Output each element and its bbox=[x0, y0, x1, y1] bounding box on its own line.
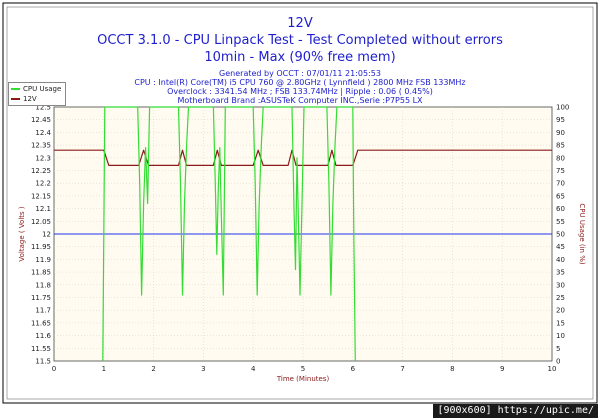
legend-swatch-cpu bbox=[11, 88, 20, 90]
info-motherboard: Motherboard Brand :ASUSTeK Computer INC.… bbox=[177, 96, 423, 105]
y-right-tick-label: 50 bbox=[556, 231, 565, 239]
y-left-tick-label: 11.55 bbox=[31, 345, 51, 353]
y-left-tick-label: 11.9 bbox=[35, 256, 51, 264]
x-tick-label: 10 bbox=[548, 365, 557, 373]
y-left-ticks: 11.5 11.55 11.6 11.65 11.7 11.75 11.8 11.85 11.9… bbox=[31, 104, 52, 366]
y-left-tick-label: 11.75 bbox=[31, 294, 51, 302]
y-right-tick-label: 70 bbox=[556, 180, 565, 188]
y-left-tick-label: 12.15 bbox=[31, 192, 51, 200]
legend-item-cpu-usage: CPU Usage bbox=[11, 84, 61, 94]
y-left-tick-label: 12 bbox=[42, 231, 51, 239]
y-right-tick-label: 60 bbox=[556, 205, 565, 213]
y-left-tick-label: 11.7 bbox=[35, 307, 51, 315]
y-left-tick-label: 11.65 bbox=[31, 319, 51, 327]
x-tick-label: 5 bbox=[301, 365, 305, 373]
y-right-tick-label: 15 bbox=[556, 319, 565, 327]
chart-title: 12V bbox=[287, 16, 313, 31]
x-tick-label: 3 bbox=[201, 365, 205, 373]
y-left-tick-label: 12.45 bbox=[31, 116, 51, 124]
y-right-tick-label: 0 bbox=[556, 358, 560, 366]
y-right-tick-label: 25 bbox=[556, 294, 565, 302]
x-axis-label: Time (Minutes) bbox=[276, 375, 330, 383]
y-right-tick-label: 85 bbox=[556, 142, 565, 150]
x-tick-label: 7 bbox=[400, 365, 404, 373]
x-tick-label: 0 bbox=[52, 365, 56, 373]
y-left-tick-label: 11.6 bbox=[35, 332, 51, 340]
y-right-ticks: 0 5 10 15 20 25 30 35 40 45 50 55 60 65 70 75 80 85 90 95 10… bbox=[556, 104, 569, 366]
y-right-tick-label: 75 bbox=[556, 167, 565, 175]
y-left-axis-label: Voltage ( Volts ) bbox=[18, 206, 26, 262]
y-left-tick-label: 12.3 bbox=[35, 154, 51, 162]
y-left-tick-label: 11.5 bbox=[35, 358, 51, 366]
x-tick-label: 8 bbox=[450, 365, 454, 373]
info-generated: Generated by OCCT : 07/01/11 21:05:53 bbox=[219, 69, 381, 78]
y-left-tick-label: 11.85 bbox=[31, 269, 51, 277]
y-left-tick-label: 12.25 bbox=[31, 167, 51, 175]
y-right-tick-label: 95 bbox=[556, 116, 565, 124]
series-line-cpu-usage bbox=[102, 106, 356, 362]
chart-subtitle-2: 10min - Max (90% free mem) bbox=[204, 50, 396, 65]
info-overclock: Overclock : 3341.54 MHz ; FSB 133.74MHz … bbox=[167, 87, 433, 96]
legend-swatch-12v bbox=[11, 98, 20, 100]
y-right-tick-label: 5 bbox=[556, 345, 560, 353]
legend: CPU Usage 12V bbox=[8, 82, 66, 106]
y-left-tick-label: 12.1 bbox=[35, 205, 51, 213]
y-left-tick-label: 11.8 bbox=[35, 281, 51, 289]
x-tick-label: 4 bbox=[251, 365, 256, 373]
chart-subtitle: OCCT 3.1.0 - CPU Linpack Test - Test Com… bbox=[97, 33, 503, 48]
info-cpu: CPU : Intel(R) Core(TM) i5 CPU 760 @ 2.8… bbox=[134, 78, 466, 87]
series-group bbox=[54, 106, 552, 362]
y-right-tick-label: 10 bbox=[556, 332, 565, 340]
y-right-tick-label: 30 bbox=[556, 281, 565, 289]
y-left-tick-label: 12.5 bbox=[35, 104, 51, 112]
y-right-tick-label: 55 bbox=[556, 218, 565, 226]
y-right-axis-label: CPU Usage (in %) bbox=[578, 203, 586, 264]
y-left-tick-label: 11.95 bbox=[31, 243, 51, 251]
image-size-badge: [900x600] https://upic.me/ bbox=[433, 404, 598, 418]
y-right-tick-label: 35 bbox=[556, 269, 565, 277]
legend-item-12v: 12V bbox=[11, 94, 37, 104]
x-ticks: 0 1 2 3 4 5 6 7 8 9 10 bbox=[52, 365, 557, 373]
y-right-tick-label: 100 bbox=[556, 104, 569, 112]
y-left-tick-label: 12.05 bbox=[31, 218, 51, 226]
y-right-tick-label: 45 bbox=[556, 243, 565, 251]
y-left-tick-label: 12.4 bbox=[35, 129, 51, 137]
x-tick-label: 6 bbox=[351, 365, 356, 373]
x-tick-label: 2 bbox=[151, 365, 155, 373]
legend-label-cpu: CPU Usage bbox=[23, 85, 62, 93]
y-right-tick-label: 40 bbox=[556, 256, 565, 264]
y-right-tick-label: 80 bbox=[556, 154, 565, 162]
x-tick-label: 9 bbox=[500, 365, 504, 373]
y-right-tick-label: 20 bbox=[556, 307, 565, 315]
y-right-tick-label: 65 bbox=[556, 192, 565, 200]
legend-label-12v: 12V bbox=[23, 95, 37, 103]
y-right-tick-label: 90 bbox=[556, 129, 565, 137]
y-left-tick-label: 12.35 bbox=[31, 142, 51, 150]
y-left-tick-label: 12.2 bbox=[35, 180, 51, 188]
x-tick-label: 1 bbox=[102, 365, 106, 373]
